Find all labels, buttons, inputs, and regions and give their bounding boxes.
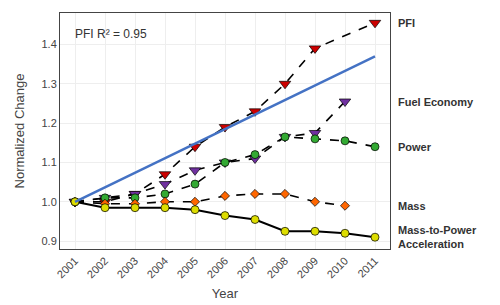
svg-text:2001: 2001 xyxy=(55,255,81,281)
svg-text:2006: 2006 xyxy=(205,255,231,281)
svg-text:2004: 2004 xyxy=(145,255,171,281)
svg-text:PFI R² = 0.95: PFI R² = 0.95 xyxy=(75,27,147,41)
svg-text:PFI: PFI xyxy=(398,17,415,29)
svg-text:0.9: 0.9 xyxy=(42,235,57,247)
svg-text:Year: Year xyxy=(212,286,239,301)
svg-text:Mass-to-PowerAcceleration: Mass-to-PowerAcceleration xyxy=(398,224,477,250)
svg-text:1.4: 1.4 xyxy=(42,38,57,50)
svg-text:1.1: 1.1 xyxy=(42,156,57,168)
svg-text:2003: 2003 xyxy=(115,255,141,281)
svg-text:2002: 2002 xyxy=(85,255,111,281)
svg-text:Normalized Change: Normalized Change xyxy=(12,74,27,189)
svg-text:2007: 2007 xyxy=(235,255,261,281)
svg-text:Fuel Economy: Fuel Economy xyxy=(398,96,474,108)
svg-text:Mass: Mass xyxy=(398,200,426,212)
svg-text:2005: 2005 xyxy=(175,255,201,281)
svg-text:2008: 2008 xyxy=(265,255,291,281)
svg-text:2010: 2010 xyxy=(325,255,351,281)
svg-text:1.2: 1.2 xyxy=(42,117,57,129)
svg-text:1.3: 1.3 xyxy=(42,78,57,90)
svg-text:2011: 2011 xyxy=(355,255,380,280)
svg-text:Power: Power xyxy=(398,141,432,153)
svg-text:2009: 2009 xyxy=(295,255,321,281)
svg-text:1.0: 1.0 xyxy=(42,196,57,208)
